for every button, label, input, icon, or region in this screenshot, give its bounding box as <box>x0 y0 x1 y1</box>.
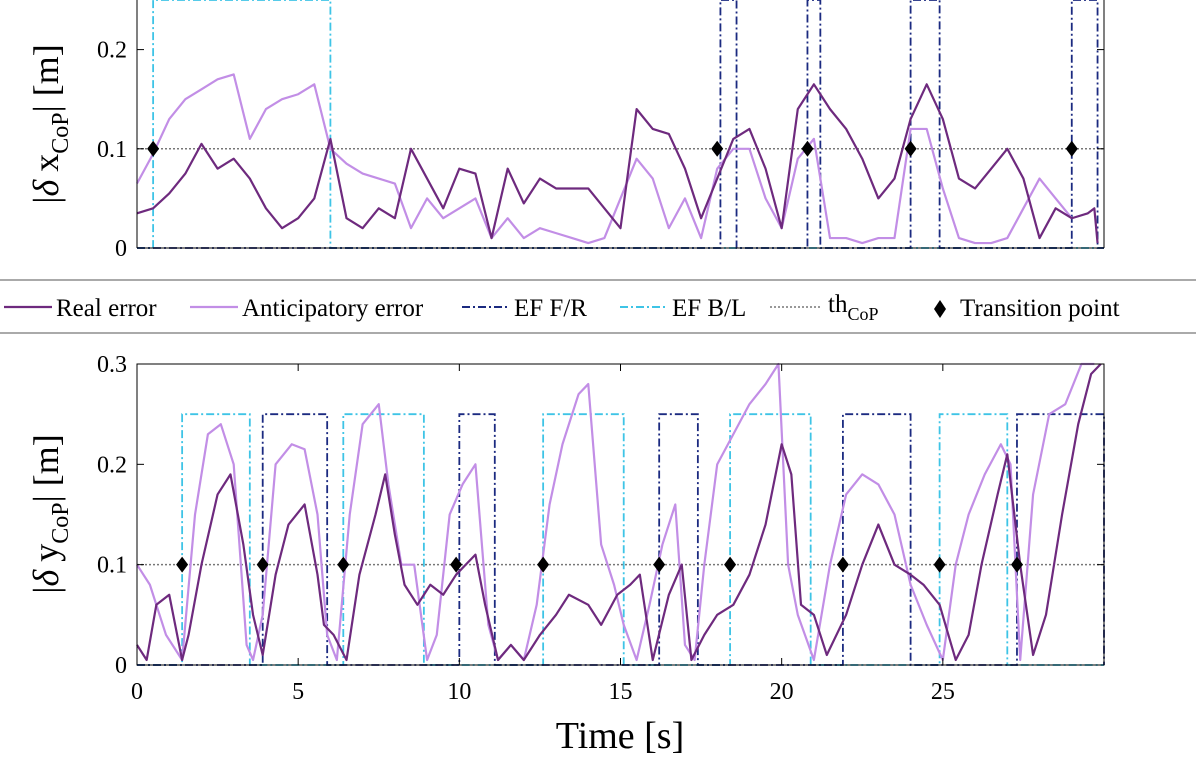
bottom-ef-bl-series <box>137 413 1104 666</box>
bottom-ylabel-post: | [m] <box>26 434 66 502</box>
top-transition-point <box>1065 140 1078 157</box>
bottom-ylabel-pre: | <box>26 587 66 594</box>
bottom-x-tick-label: 10 <box>447 679 471 705</box>
bottom-plot-content <box>136 362 1105 666</box>
legend-transition-marker <box>934 300 946 318</box>
legend-threshold-sub: CoP <box>847 304 878 324</box>
bottom-plot: 0 0.1 0.2 0.3 0 5 10 15 20 25 |δyCoP| [m] Time [… <box>26 352 1105 757</box>
bottom-y-tick-label: 0.3 <box>97 352 127 378</box>
bottom-real-error-series <box>136 363 1102 662</box>
legend-transition-label: Transition point <box>960 295 1120 322</box>
bottom-transition-point <box>653 556 666 573</box>
bottom-y-tick-label: 0 <box>115 653 127 679</box>
top-y-axis-label: |δxCoP| [m] <box>26 44 74 204</box>
top-transition-point <box>711 140 724 157</box>
bottom-transition-point <box>176 556 189 573</box>
top-transition-point <box>147 140 160 157</box>
top-y-tick-label: 0.2 <box>97 38 127 64</box>
bottom-ylabel-sub: CoP <box>48 502 74 543</box>
bottom-ylabel-var: y <box>26 544 66 562</box>
bottom-transition-point <box>256 556 269 573</box>
top-anticipatory-error-series <box>136 73 1073 245</box>
bottom-x-tick-label: 25 <box>931 679 955 705</box>
top-y-ticks: 0 0.1 0.2 <box>97 38 1104 262</box>
legend-ef-fr-label: EF F/R <box>514 295 587 322</box>
bottom-transition-point <box>933 556 946 573</box>
legend-anticipatory-error-label: Anticipatory error <box>242 295 424 322</box>
bottom-x-tick-label: 20 <box>770 679 794 705</box>
bottom-x-axis-label: Time [s] <box>556 715 684 757</box>
bottom-y-tick-label: 0.2 <box>97 452 127 478</box>
top-y-tick-label: 0 <box>115 236 127 262</box>
legend-ef-bl-label: EF B/L <box>672 295 746 322</box>
bottom-transition-point <box>337 556 350 573</box>
bottom-x-tick-label: 5 <box>292 679 304 705</box>
bottom-x-tick-label: 0 <box>131 679 143 705</box>
top-real-error-series <box>136 83 1099 244</box>
legend: Real error Anticipatory error EF F/R EF … <box>0 279 1196 334</box>
bottom-y-tick-label: 0.1 <box>97 553 127 579</box>
top-ef-bl-series <box>137 0 1104 249</box>
top-plot-content <box>136 0 1104 249</box>
bottom-transition-point <box>836 556 849 573</box>
bottom-y-ticks: 0 0.1 0.2 0.3 <box>97 352 1104 679</box>
bottom-y-axis-label: |δyCoP| [m] <box>26 434 74 594</box>
bottom-anticipatory-error-series <box>136 362 1095 662</box>
bottom-ylabel-greek: δ <box>26 569 66 587</box>
top-y-tick-label: 0.1 <box>97 137 127 163</box>
bottom-transition-point <box>450 556 463 573</box>
legend-real-error-label: Real error <box>56 295 157 322</box>
top-ylabel-sub: CoP <box>48 112 74 153</box>
bottom-plot-frame <box>136 363 1105 666</box>
bottom-x-tick-label: 15 <box>609 679 633 705</box>
bottom-transition-point <box>1010 556 1023 573</box>
top-transition-point <box>801 140 814 157</box>
bottom-x-ticks: 0 5 10 15 20 25 <box>131 364 955 705</box>
bottom-transition-point <box>537 556 550 573</box>
top-transition-point <box>904 140 917 157</box>
legend-threshold-main: th <box>828 291 848 318</box>
bottom-ef-fr-series <box>137 413 1105 666</box>
top-ylabel-post: | [m] <box>26 44 66 112</box>
legend-threshold-label: thCoP <box>828 291 878 324</box>
top-ef-fr-series <box>137 0 1104 249</box>
top-ylabel-pre: | <box>26 197 66 204</box>
bottom-transition-point <box>724 556 737 573</box>
top-ylabel-greek: δ <box>26 179 66 197</box>
top-ylabel-var: x <box>26 154 66 172</box>
top-plot: 0 0.1 0.2 |δxCoP| [m] <box>26 0 1105 262</box>
